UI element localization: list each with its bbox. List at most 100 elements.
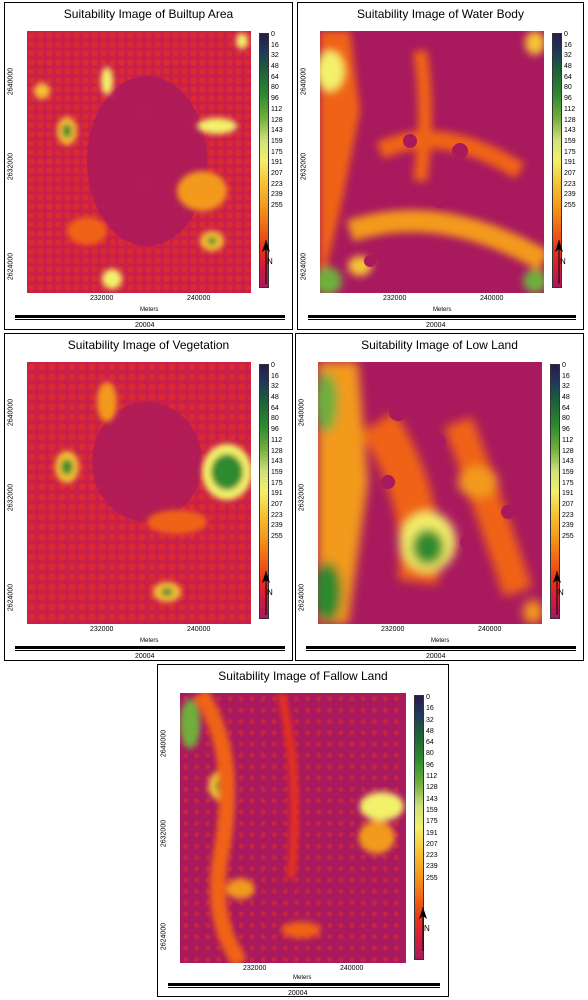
scale-meters-label: Meters: [140, 638, 159, 644]
y-tick: 2632000: [300, 152, 308, 181]
legend-label: 32: [426, 716, 434, 724]
y-tick: 2632000: [160, 819, 168, 848]
north-arrow-icon: N: [262, 240, 273, 284]
legend-label: 159: [562, 468, 574, 476]
legend-label: 16: [564, 41, 572, 49]
x-tick: 232000: [383, 295, 407, 302]
north-arrow-icon: N: [553, 571, 564, 615]
color-legend: [552, 33, 562, 288]
legend-label: 191: [271, 490, 283, 498]
north-label: N: [558, 588, 564, 597]
scale-value: 20004: [426, 322, 446, 329]
legend-label: 159: [271, 137, 283, 145]
suitability-map-fallow-land: [180, 693, 406, 963]
legend-labels: 0 16 32 48 64 80 96 112 128 143 159 175 …: [564, 30, 588, 212]
legend-label: 207: [562, 500, 574, 508]
y-tick: 2632000: [7, 483, 15, 512]
panel-title: Suitability Image of Builtup Area: [63, 7, 234, 21]
legend-label: 16: [271, 372, 279, 380]
scale-meters-label: Meters: [140, 307, 159, 313]
north-arrow-icon: N: [419, 907, 430, 951]
legend-label: 223: [271, 511, 283, 519]
y-tick: 2624000: [298, 583, 306, 612]
panel-water-body: Suitability Image of Water Body 2640000 …: [297, 2, 584, 330]
suitability-map-low-land: [318, 362, 542, 624]
legend-label: 16: [271, 41, 279, 49]
legend-label: 16: [426, 705, 434, 713]
x-tick: 232000: [90, 626, 114, 633]
north-arrow-icon: N: [262, 571, 273, 615]
legend-label: 32: [271, 52, 279, 60]
legend-label: 223: [271, 180, 283, 188]
y-tick: 2640000: [7, 398, 15, 427]
y-tick: 2640000: [300, 67, 308, 96]
y-tick: 2624000: [7, 252, 15, 281]
x-tick: 232000: [243, 965, 267, 972]
north-label: N: [267, 257, 273, 266]
suitability-map-builtup: [27, 31, 251, 293]
scale-bar: [168, 983, 440, 991]
legend-label: 112: [562, 436, 574, 444]
legend-labels: 0 16 32 48 64 80 96 112 128 143 159 175 …: [562, 361, 588, 543]
legend-label: 80: [271, 415, 279, 423]
legend-label: 0: [271, 31, 275, 38]
legend-label: 48: [271, 394, 279, 402]
y-tick: 2632000: [298, 483, 306, 512]
legend-label: 239: [562, 522, 574, 530]
y-tick: 2624000: [160, 922, 168, 951]
x-tick: 232000: [381, 626, 405, 633]
legend-label: 223: [426, 852, 438, 860]
y-tick: 2624000: [7, 583, 15, 612]
panel-title: Suitability Image of Vegetation: [67, 338, 230, 352]
north-label: N: [267, 588, 273, 597]
legend-label: 96: [562, 426, 570, 434]
scale-value: 20004: [288, 990, 308, 997]
legend-label: 207: [271, 500, 283, 508]
color-legend: [414, 695, 424, 960]
legend-label: 32: [564, 52, 572, 60]
legend-label: 64: [562, 404, 570, 412]
legend-label: 32: [271, 383, 279, 391]
legend-label: 48: [562, 394, 570, 402]
legend-label: 64: [271, 73, 279, 81]
legend-label: 143: [562, 458, 574, 466]
legend-label: 223: [564, 180, 576, 188]
panel-builtup: Suitability Image of Builtup Area 264000…: [4, 2, 293, 330]
suitability-map-vegetation: [27, 362, 251, 624]
legend-label: 64: [426, 739, 434, 747]
legend-label: 64: [271, 404, 279, 412]
legend-label: 0: [271, 362, 275, 369]
x-tick: 232000: [90, 295, 114, 302]
legend-label: 191: [271, 159, 283, 167]
legend-label: 0: [426, 694, 430, 701]
panel-title: Suitability Image of Low Land: [361, 338, 518, 352]
legend-label: 191: [426, 829, 438, 837]
legend-label: 96: [271, 95, 279, 103]
x-tick: 240000: [187, 295, 211, 302]
scale-value: 20004: [426, 653, 446, 660]
legend-label: 96: [426, 761, 434, 769]
legend-label: 159: [564, 137, 576, 145]
legend-label: 128: [271, 447, 283, 455]
legend-label: 143: [564, 127, 576, 135]
legend-label: 128: [426, 784, 438, 792]
legend-label: 80: [271, 84, 279, 92]
legend-label: 48: [271, 63, 279, 71]
x-tick: 240000: [478, 626, 502, 633]
legend-label: 112: [271, 436, 283, 444]
panel-fallow-land: Suitability Image of Fallow Land 2640000…: [157, 664, 449, 997]
legend-label: 175: [271, 479, 283, 487]
legend-label: 255: [271, 533, 283, 540]
legend-label: 112: [271, 105, 283, 113]
legend-label: 207: [564, 169, 576, 177]
y-tick: 2632000: [7, 152, 15, 181]
scale-bar: [306, 646, 576, 654]
legend-label: 80: [426, 750, 434, 758]
panel-title: Suitability Image of Fallow Land: [218, 669, 388, 683]
legend-label: 207: [271, 169, 283, 177]
legend-label: 239: [564, 191, 576, 199]
scale-value: 20004: [135, 322, 155, 329]
legend-label: 255: [426, 874, 438, 882]
legend-label: 239: [271, 191, 283, 199]
legend-label: 0: [564, 31, 568, 38]
